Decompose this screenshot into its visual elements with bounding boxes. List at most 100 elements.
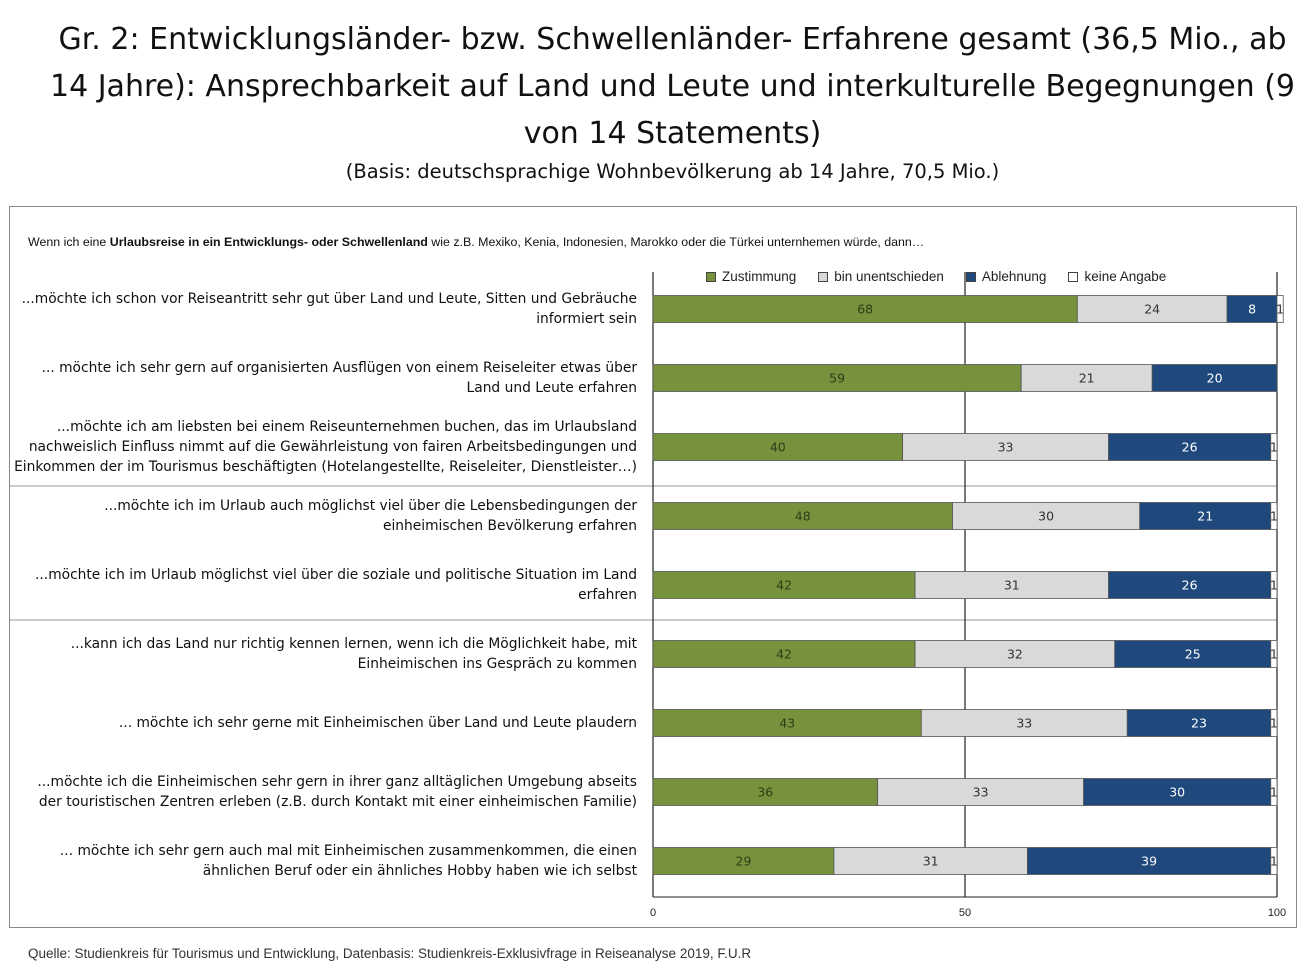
bar-value-label: 30 bbox=[1038, 509, 1054, 524]
category-label-6: ...kann ich das Land nur richtig kennen … bbox=[70, 636, 637, 672]
bar-9-keine-angabe bbox=[1270, 847, 1278, 875]
legend-swatch-zustimmung bbox=[706, 271, 716, 282]
bar-value-label: 31 bbox=[1004, 578, 1020, 593]
bar-value-label: 1 bbox=[1270, 578, 1278, 593]
bar-value-label: 30 bbox=[1169, 785, 1185, 800]
bar-3-keine-angabe bbox=[1270, 433, 1278, 461]
bar-value-label: 21 bbox=[1197, 509, 1213, 524]
legend-swatch-keine-angabe bbox=[1068, 271, 1079, 282]
bar-value-label: 26 bbox=[1182, 440, 1198, 455]
bar-6-keine-angabe bbox=[1270, 640, 1278, 668]
bar-3-zustimmung bbox=[652, 433, 904, 461]
bar-value-label: 1 bbox=[1270, 509, 1278, 524]
bar-2-ablehnung bbox=[1151, 364, 1278, 392]
source-note: Quelle: Studienkreis für Tourismus und E… bbox=[28, 946, 752, 961]
legend-item-ablehnung: Ablehnung bbox=[965, 269, 1047, 284]
bar-value-label: 33 bbox=[998, 440, 1014, 455]
bar-value-label: 33 bbox=[973, 785, 989, 800]
chart-subtitle: (Basis: deutschsprachige Wohnbevölkerung… bbox=[345, 160, 1000, 183]
bar-value-label: 24 bbox=[1144, 302, 1160, 317]
bar-6-bin-unentschieden bbox=[914, 640, 1116, 668]
bar-value-label: 20 bbox=[1207, 371, 1223, 386]
intro-suffix: wie z.B. Mexiko, Kenia, Indonesien, Maro… bbox=[427, 235, 925, 249]
category-label-7: ... möchte ich sehr gerne mit Einheimisc… bbox=[118, 715, 637, 731]
bar-value-label: 8 bbox=[1248, 302, 1256, 317]
bar-6-ablehnung bbox=[1114, 640, 1272, 668]
bar-6-zustimmung bbox=[652, 640, 916, 668]
legend-label-keine-angabe: keine Angabe bbox=[1084, 269, 1167, 284]
bar-7-bin-unentschieden bbox=[920, 709, 1128, 737]
bar-value-label: 48 bbox=[795, 509, 811, 524]
intro-bold: Urlaubsreise in ein Entwicklungs- oder S… bbox=[109, 235, 428, 249]
bar-value-label: 40 bbox=[770, 440, 786, 455]
bar-value-label: 1 bbox=[1270, 854, 1278, 869]
chart-title: Gr. 2: Entwicklungsländer- bzw. Schwelle… bbox=[40, 16, 1305, 187]
legend-item-zustimmung: Zustimmung bbox=[706, 269, 796, 284]
bar-8-ablehnung bbox=[1083, 778, 1272, 806]
bar-value-label: 29 bbox=[736, 854, 752, 869]
bar-value-label: 32 bbox=[1007, 647, 1023, 662]
bar-3-ablehnung bbox=[1108, 433, 1272, 461]
title-text: Gr. 2: Entwicklungsländer- bzw. Schwelle… bbox=[50, 22, 1295, 151]
bar-value-label: 42 bbox=[776, 647, 792, 662]
category-label-9: ... möchte ich sehr gern auch mal mit Ei… bbox=[59, 843, 637, 879]
category-label-3: ...möchte ich am liebsten bei einem Reis… bbox=[14, 419, 637, 475]
bar-8-keine-angabe bbox=[1270, 778, 1278, 806]
bar-4-keine-angabe bbox=[1270, 502, 1278, 530]
bar-value-label: 33 bbox=[1016, 716, 1032, 731]
bar-5-keine-angabe bbox=[1270, 571, 1278, 599]
bar-value-label: 21 bbox=[1079, 371, 1095, 386]
chart-frame bbox=[9, 206, 1297, 928]
legend-label-unentschieden: bin unentschieden bbox=[834, 269, 944, 284]
legend-label-zustimmung: Zustimmung bbox=[722, 269, 797, 284]
bar-4-bin-unentschieden bbox=[952, 502, 1141, 530]
bar-4-ablehnung bbox=[1139, 502, 1272, 530]
bar-8-bin-unentschieden bbox=[877, 778, 1084, 806]
bar-value-label: 1 bbox=[1270, 785, 1278, 800]
legend-label-ablehnung: Ablehnung bbox=[981, 269, 1047, 284]
bar-5-bin-unentschieden bbox=[914, 571, 1109, 599]
legend: Zustimmung bin unentschieden Ablehnung k… bbox=[706, 269, 1166, 284]
bar-value-label: 1 bbox=[1270, 440, 1278, 455]
bar-1-zustimmung bbox=[652, 295, 1078, 323]
x-tick-label-100: 100 bbox=[1268, 907, 1286, 919]
bar-value-label: 59 bbox=[829, 371, 845, 386]
x-tick-label-50: 50 bbox=[959, 907, 971, 919]
category-label-8: ...möchte ich die Einheimischen sehr ger… bbox=[37, 774, 637, 810]
bar-3-bin-unentschieden bbox=[902, 433, 1109, 461]
bar-7-keine-angabe bbox=[1270, 709, 1278, 737]
category-label-5: ...möchte ich im Urlaub möglichst viel ü… bbox=[35, 567, 637, 603]
bar-7-ablehnung bbox=[1126, 709, 1272, 737]
bar-value-label: 36 bbox=[757, 785, 773, 800]
intro-prefix: Wenn ich eine bbox=[28, 235, 110, 249]
x-tick-label-0: 0 bbox=[650, 907, 656, 919]
bar-2-zustimmung bbox=[652, 364, 1022, 392]
bar-value-label: 26 bbox=[1182, 578, 1198, 593]
bar-value-label: 1 bbox=[1270, 647, 1278, 662]
bar-value-label: 23 bbox=[1191, 716, 1207, 731]
legend-item-keine-angabe: keine Angabe bbox=[1068, 269, 1166, 284]
legend-swatch-ablehnung bbox=[965, 271, 976, 282]
bar-1-keine-angabe bbox=[1276, 295, 1284, 323]
category-label-1: ...möchte ich schon vor Reiseantritt seh… bbox=[21, 291, 637, 327]
bar-value-label: 68 bbox=[857, 302, 873, 317]
bar-5-ablehnung bbox=[1108, 571, 1272, 599]
legend-swatch-unentschieden bbox=[818, 271, 829, 282]
bar-value-label: 43 bbox=[779, 716, 795, 731]
bar-4-zustimmung bbox=[652, 502, 953, 530]
bar-value-label: 31 bbox=[923, 854, 939, 869]
category-label-4: ...möchte ich im Urlaub auch möglichst v… bbox=[104, 498, 637, 534]
bar-value-label: 25 bbox=[1185, 647, 1201, 662]
bar-value-label: 1 bbox=[1270, 716, 1278, 731]
legend-item-unentschieden: bin unentschieden bbox=[818, 269, 944, 284]
bar-9-ablehnung bbox=[1027, 847, 1272, 875]
bar-value-label: 42 bbox=[776, 578, 792, 593]
bar-value-label: 39 bbox=[1141, 854, 1157, 869]
bar-1-bin-unentschieden bbox=[1076, 295, 1228, 323]
bar-1-ablehnung bbox=[1226, 295, 1278, 323]
bar-7-zustimmung bbox=[652, 709, 922, 737]
bar-value-label: 1 bbox=[1276, 302, 1284, 317]
intro-text: Wenn ich eine Urlaubsreise in ein Entwic… bbox=[28, 235, 924, 249]
bar-9-zustimmung bbox=[652, 847, 835, 875]
category-label-2: ... möchte ich sehr gern auf organisiert… bbox=[41, 360, 637, 396]
